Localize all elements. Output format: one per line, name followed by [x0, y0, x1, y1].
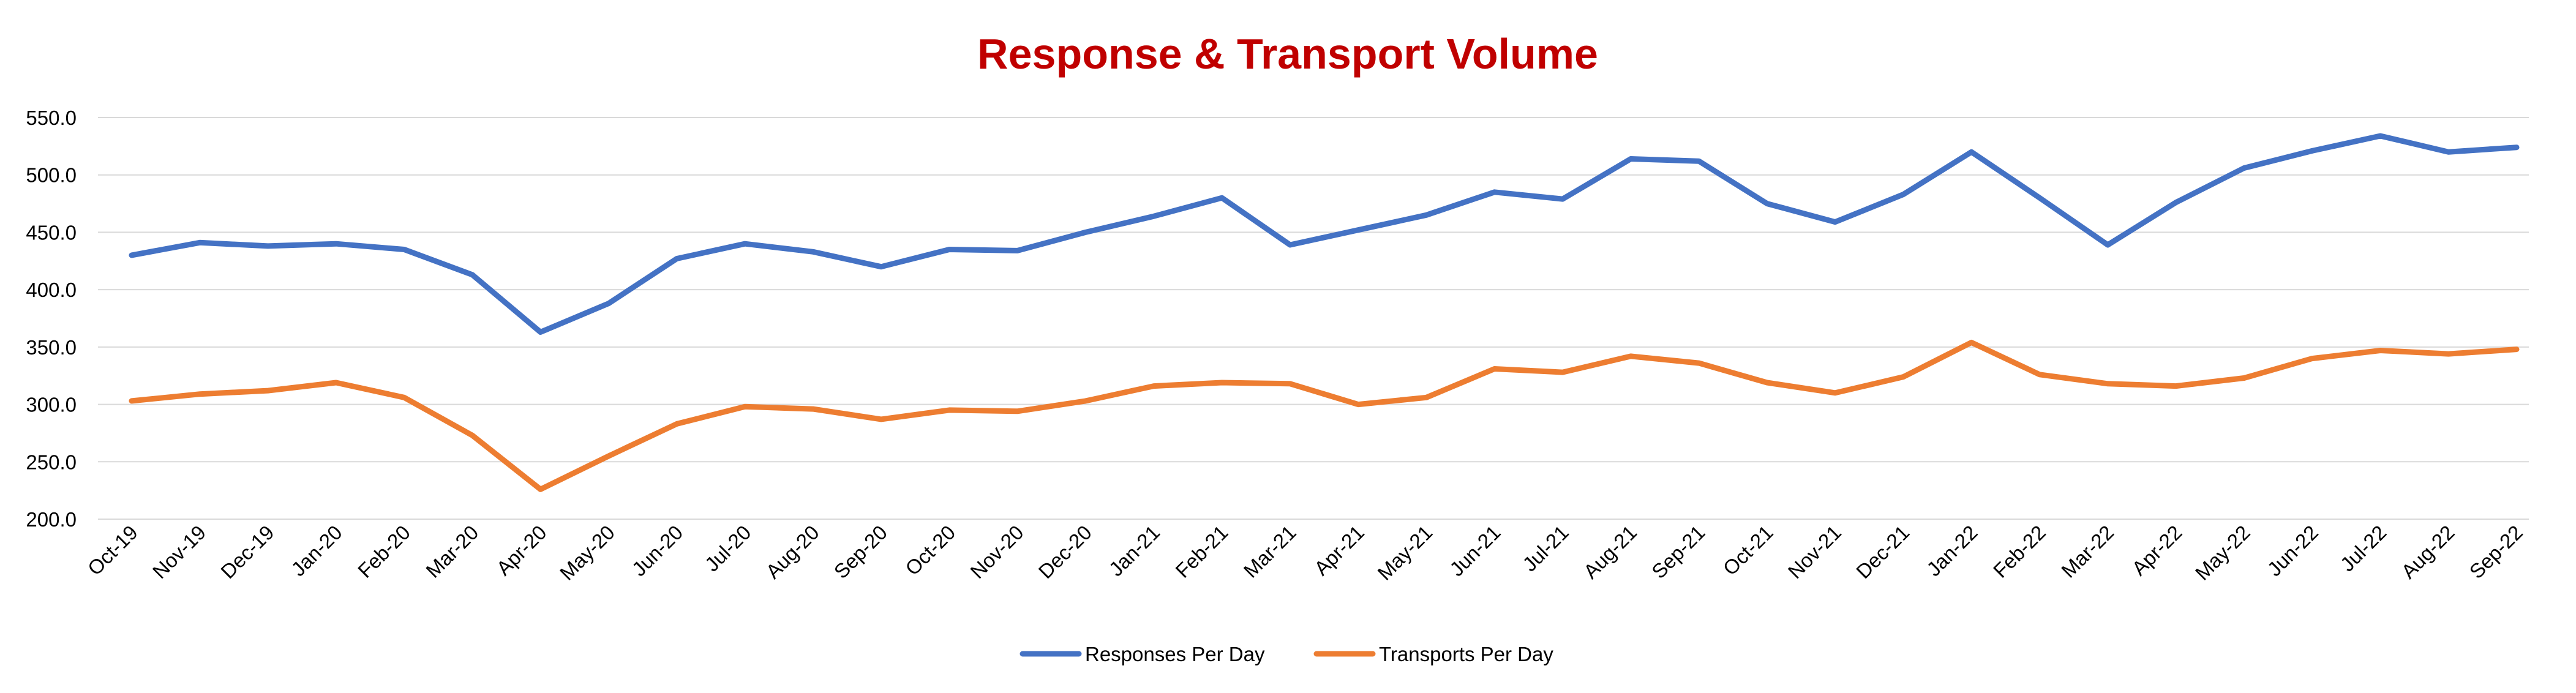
y-tick-label: 500.0 [26, 164, 77, 187]
x-tick-label: Oct-19 [83, 521, 142, 580]
x-tick-label: Feb-21 [1171, 521, 1232, 582]
x-tick-label: Apr-22 [2127, 521, 2186, 580]
x-tick-label: Oct-21 [1719, 521, 1778, 580]
y-tick-label: 350.0 [26, 336, 77, 359]
x-tick-label: Jan-21 [1105, 521, 1165, 581]
y-tick-label: 550.0 [26, 107, 77, 129]
x-tick-label: Mar-22 [2057, 521, 2118, 582]
x-tick-label: Sep-21 [1647, 521, 1709, 583]
x-tick-label: Dec-19 [216, 521, 278, 583]
y-tick-label: 400.0 [26, 279, 77, 301]
gridlines [98, 117, 2529, 520]
x-tick-label: Mar-20 [421, 521, 483, 582]
series-lines [129, 133, 2520, 492]
x-tick-label: Dec-21 [1852, 521, 1913, 583]
x-tick-label: Jun-22 [2263, 521, 2323, 581]
legend-label: Responses Per Day [1085, 643, 1265, 665]
x-tick-label: Aug-22 [2397, 521, 2458, 583]
x-tick-label: Jul-20 [700, 521, 756, 576]
x-tick-label: Apr-20 [492, 521, 550, 580]
x-tick-label: Apr-21 [1310, 521, 1369, 580]
x-tick-label: Oct-20 [901, 521, 959, 580]
x-tick-label: Jun-20 [628, 521, 688, 581]
x-tick-label: Sep-20 [830, 521, 892, 583]
x-tick-label: May-21 [1373, 521, 1436, 585]
series-line-transports [129, 339, 2520, 492]
chart-title: Response & Transport Volume [977, 30, 1598, 78]
x-tick-label: May-20 [555, 521, 619, 585]
series-line-responses [129, 133, 2520, 335]
x-tick-label: Aug-21 [1579, 521, 1641, 583]
x-tick-label: Aug-20 [761, 521, 823, 583]
x-tick-label: Jun-21 [1445, 521, 1505, 581]
x-tick-label: Mar-21 [1239, 521, 1301, 582]
legend-label: Transports Per Day [1379, 643, 1553, 665]
x-tick-label: Jul-21 [1518, 521, 1573, 576]
y-tick-label: 300.0 [26, 394, 77, 416]
x-tick-label: Nov-19 [148, 521, 210, 583]
y-axis-ticks: 200.0 250.0 300.0 350.0 400.0 450.0 500.0 550.0 [26, 107, 77, 531]
x-tick-label: Jul-22 [2336, 521, 2391, 576]
x-tick-label: Feb-22 [1989, 521, 2050, 582]
x-tick-label: Feb-20 [353, 521, 415, 582]
x-tick-label: May-22 [2191, 521, 2255, 585]
x-tick-label: Nov-20 [966, 521, 1027, 583]
x-tick-label: Sep-22 [2465, 521, 2527, 583]
x-axis-ticks: Oct-19 Nov-19 Dec-19 Jan-20 Feb-20 Mar-20 Apr-… [83, 521, 2527, 585]
x-tick-label: Dec-20 [1034, 521, 1096, 583]
y-tick-label: 450.0 [26, 221, 77, 244]
x-tick-label: Jan-20 [287, 521, 347, 581]
y-tick-label: 250.0 [26, 451, 77, 473]
x-tick-label: Nov-21 [1784, 521, 1846, 583]
x-tick-label: Jan-22 [1922, 521, 1982, 581]
y-tick-label: 200.0 [26, 508, 77, 531]
legend: Responses Per Day Transports Per Day [1020, 643, 1553, 665]
